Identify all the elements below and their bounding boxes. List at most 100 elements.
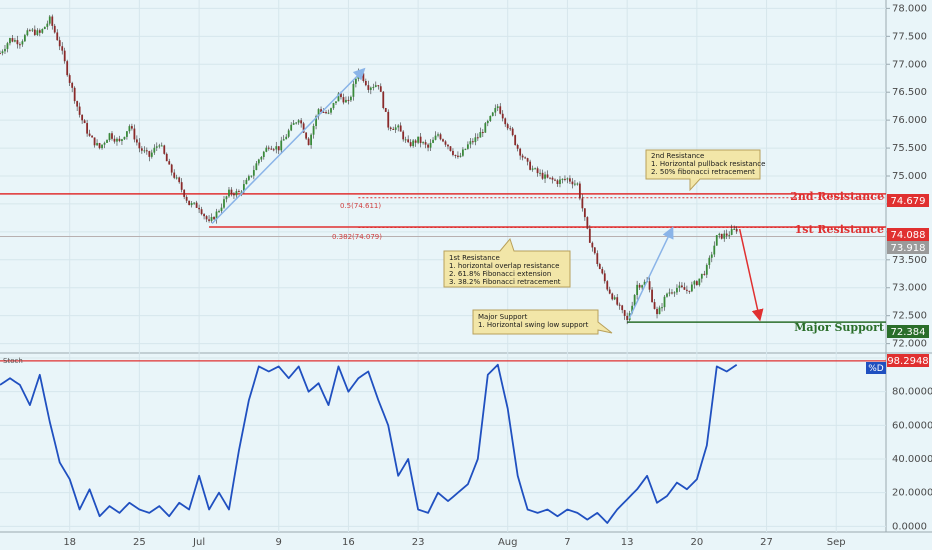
candle-body: [61, 46, 64, 51]
candle-body: [116, 138, 118, 142]
candle-body: [603, 273, 606, 282]
candle-body: [138, 142, 141, 149]
candle-body: [337, 93, 340, 102]
svg-text:98.2948: 98.2948: [887, 356, 928, 367]
candle-body: [203, 214, 205, 217]
svg-text:73.918: 73.918: [891, 243, 926, 254]
candle-body: [564, 178, 566, 180]
candle-body: [215, 211, 218, 220]
candle-body: [715, 235, 718, 246]
candle-body: [58, 40, 61, 47]
candle-body: [698, 278, 701, 286]
x-tick-label: 20: [690, 537, 703, 548]
candle-body: [135, 139, 138, 143]
y-tick-label: 78.000: [892, 3, 927, 14]
y-tick-label: 73.500: [892, 255, 927, 266]
stoch-tick-label: 40.0000: [892, 454, 932, 465]
candle-body: [170, 164, 173, 173]
candle-body: [412, 140, 415, 147]
price-tag-current: 73.918: [887, 241, 929, 254]
candle-body: [471, 141, 474, 143]
note-line: 2. 50% fibonacci retracement: [651, 168, 755, 176]
candle-body: [713, 245, 716, 255]
y-tick-label: 72.500: [892, 311, 927, 322]
candle-body: [414, 140, 417, 143]
candle-body: [76, 101, 79, 107]
y-tick-label: 76.000: [892, 115, 927, 126]
candle-body: [524, 157, 527, 159]
candle-body: [369, 87, 372, 90]
candle-body: [658, 307, 661, 315]
candle-body: [703, 273, 706, 275]
candle-body: [631, 305, 634, 314]
candle-body: [118, 138, 121, 142]
candle-body: [131, 126, 133, 129]
candle-body: [282, 139, 285, 141]
candle-body: [160, 145, 163, 147]
candle-body: [427, 144, 429, 148]
candle-body: [275, 146, 278, 150]
candle-body: [312, 125, 315, 135]
candle-body: [63, 50, 66, 62]
candle-body: [511, 128, 514, 136]
candle-body: [325, 112, 327, 114]
x-tick-label: Aug: [498, 537, 518, 548]
candle-body: [377, 85, 380, 87]
candle-body: [636, 284, 639, 296]
candle-body: [11, 38, 14, 42]
candle-body: [48, 16, 51, 24]
candle-body: [432, 139, 434, 143]
candle-body: [66, 61, 69, 76]
candle-body: [389, 127, 392, 129]
candle-body: [88, 133, 91, 136]
candle-body: [671, 292, 673, 294]
candle-body: [200, 209, 203, 215]
candle-body: [73, 87, 76, 102]
candle-body: [718, 233, 721, 236]
note-line: 1. horizontal overlap resistance: [449, 262, 559, 270]
candle-body: [277, 146, 280, 151]
projection-arrow: [738, 228, 764, 322]
candle-body: [569, 178, 571, 182]
candle-body: [36, 30, 39, 35]
candle-body: [733, 228, 736, 230]
x-tick-label: 16: [342, 537, 355, 548]
y-tick-label: 76.500: [892, 87, 927, 98]
candle-body: [185, 196, 188, 201]
candle-body: [462, 149, 464, 156]
candle-body: [586, 217, 589, 229]
candle-body: [710, 254, 713, 258]
candle-body: [641, 285, 644, 288]
candle-body: [350, 96, 352, 101]
candle-body: [494, 108, 497, 113]
candle-body: [317, 109, 320, 117]
candle-body: [439, 134, 442, 140]
candle-body: [180, 182, 183, 190]
candle-body: [123, 136, 126, 140]
candle-body: [178, 177, 181, 183]
note-line: 1. Horizontal swing low support: [478, 321, 589, 329]
candle-body: [46, 23, 49, 27]
stoch-tick-label: 0.0000: [892, 521, 927, 532]
candle-body: [663, 296, 666, 308]
candle-body: [501, 113, 504, 119]
note-line: 2. 61.8% Fibonacci extension: [449, 270, 551, 278]
candle-body: [330, 108, 332, 113]
candle-body: [541, 172, 544, 179]
candle-body: [340, 93, 342, 98]
candle-body: [305, 132, 308, 139]
candle-body: [106, 140, 108, 143]
second-resistance-note: 2nd Resistance 1. Horizontal pullback re…: [645, 149, 765, 192]
candle-body: [449, 146, 452, 151]
price-tag-major-support: 72.384: [887, 325, 929, 338]
candle-body: [267, 147, 270, 149]
candle-body: [260, 157, 263, 160]
candle-body: [457, 155, 459, 157]
impulse-arrow: [211, 67, 366, 225]
svg-text:74.679: 74.679: [891, 196, 926, 207]
candle-body: [479, 132, 482, 138]
candle-body: [235, 191, 238, 196]
candle-body: [668, 292, 671, 294]
y-tick-label: 75.500: [892, 143, 927, 154]
